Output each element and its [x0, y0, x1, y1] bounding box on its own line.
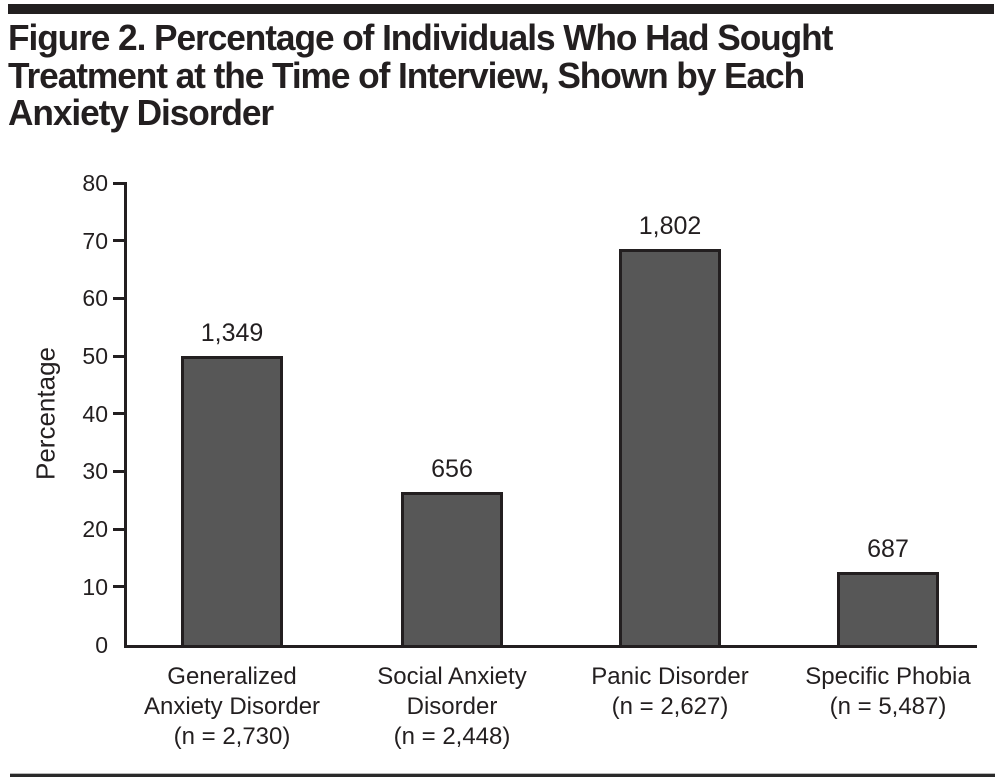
figure-title-line-2: Treatment at the Time of Interview, Show… — [8, 54, 805, 96]
figure-title-line-3: Anxiety Disorder — [8, 92, 274, 133]
category-label-line: (n = 2,730) — [173, 723, 291, 750]
category-label-line: Disorder — [406, 693, 498, 720]
figure-title-line-1: Figure 2. Percentage of Individuals Who … — [8, 17, 833, 58]
bar-value-label-generalized-anxiety-disorder: 1,349 — [200, 319, 264, 348]
y-axis-tick — [112, 239, 124, 243]
y-axis-title: Percentage — [30, 347, 61, 480]
category-label-line: Panic Disorder — [591, 663, 749, 690]
bar-panic-disorder — [619, 249, 721, 648]
y-axis-tick — [112, 181, 124, 185]
category-label-line: (n = 2,448) — [393, 723, 511, 750]
y-axis-tick-label: 60 — [82, 285, 108, 312]
figure-title: Figure 2. Percentage of Individuals Who … — [8, 17, 833, 133]
y-axis-tick-label: 30 — [82, 458, 108, 485]
x-axis-category-label-specific-phobia: Specific Phobia (n = 5,487) — [753, 662, 1004, 722]
y-axis-tick-label: 10 — [82, 573, 108, 600]
bar-social-anxiety-disorder — [401, 491, 503, 648]
y-axis-tick — [112, 296, 124, 300]
top-rule — [8, 4, 994, 14]
y-axis-tick-label: 80 — [82, 170, 108, 196]
bar-value-label-panic-disorder: 1,802 — [638, 212, 702, 241]
x-axis-category-label-generalized-anxiety-disorder: Generalized Anxiety Disorder (n = 2,730) — [97, 662, 367, 752]
bar-generalized-anxiety-disorder — [181, 356, 283, 648]
y-axis-tick-label: 50 — [82, 343, 108, 370]
y-axis-tick — [112, 527, 124, 531]
bar-value-label-specific-phobia: 687 — [867, 535, 909, 564]
x-axis-category-label-social-anxiety-disorder: Social Anxiety Disorder (n = 2,448) — [317, 662, 587, 752]
y-axis-tick-label: 40 — [82, 400, 108, 427]
x-axis-category-label-panic-disorder: Panic Disorder (n = 2,627) — [535, 662, 805, 722]
y-axis-line — [123, 182, 127, 648]
category-label-line: (n = 2,627) — [611, 693, 729, 720]
category-label-line: Social Anxiety — [377, 663, 527, 690]
y-axis-tick-label: 70 — [82, 227, 108, 254]
bar-value-label-social-anxiety-disorder: 656 — [431, 454, 473, 483]
category-label-line: (n = 5,487) — [829, 693, 947, 720]
category-label-line: Specific Phobia — [805, 663, 971, 690]
y-axis-tick-label: 20 — [82, 516, 108, 543]
category-label-line: Generalized — [167, 663, 297, 690]
bar-specific-phobia — [837, 572, 939, 648]
y-axis-tick — [112, 585, 124, 589]
bottom-rule — [10, 773, 995, 777]
y-axis-tick — [112, 354, 124, 358]
y-axis-tick-label: 0 — [95, 631, 108, 658]
y-axis-tick — [112, 412, 124, 416]
category-label-line: Anxiety Disorder — [143, 693, 321, 720]
x-axis-line — [123, 645, 977, 648]
y-axis-tick — [112, 469, 124, 473]
